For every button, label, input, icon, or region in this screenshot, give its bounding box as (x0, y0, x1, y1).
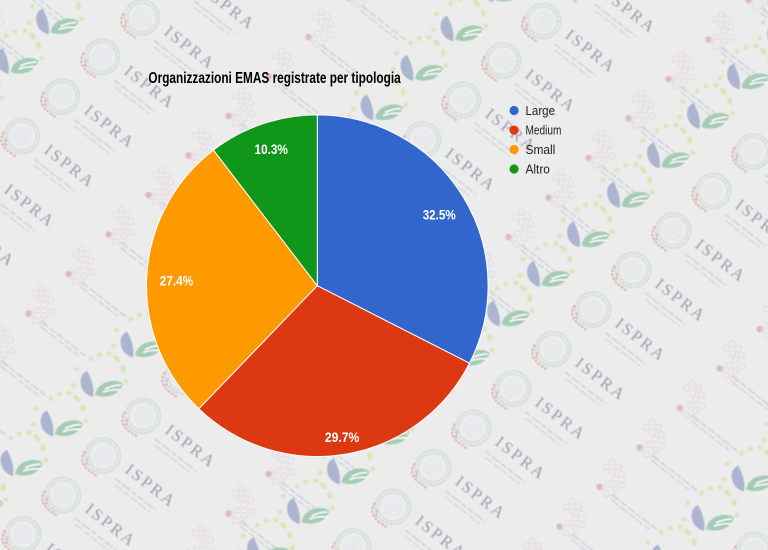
svg-text:Organizzazioni EMAS registrate: Organizzazioni EMAS registrate per tipol… (148, 70, 401, 87)
svg-text:27.4%: 27.4% (160, 273, 194, 289)
svg-text:Large: Large (526, 103, 556, 118)
svg-text:10.3%: 10.3% (255, 141, 289, 157)
svg-text:Medium: Medium (526, 123, 562, 138)
svg-text:32.5%: 32.5% (423, 207, 456, 223)
svg-text:Altro: Altro (526, 162, 550, 177)
svg-text:Small: Small (526, 142, 556, 157)
svg-text:29.7%: 29.7% (325, 429, 360, 445)
